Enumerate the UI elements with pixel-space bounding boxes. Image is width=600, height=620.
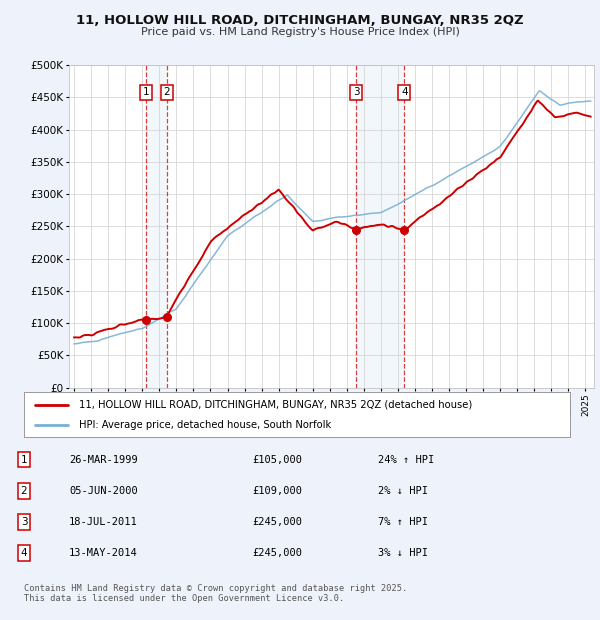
Text: 1: 1	[20, 454, 28, 464]
Bar	[146, 65, 167, 388]
Text: 05-JUN-2000: 05-JUN-2000	[69, 485, 138, 495]
Text: Price paid vs. HM Land Registry's House Price Index (HPI): Price paid vs. HM Land Registry's House …	[140, 27, 460, 37]
Text: 4: 4	[401, 87, 407, 97]
Text: £245,000: £245,000	[252, 516, 302, 527]
Text: 2: 2	[163, 87, 170, 97]
Text: 3% ↓ HPI: 3% ↓ HPI	[378, 548, 428, 558]
Text: 3: 3	[353, 87, 359, 97]
Text: 3: 3	[20, 516, 28, 527]
Text: 18-JUL-2011: 18-JUL-2011	[69, 516, 138, 527]
Text: 11, HOLLOW HILL ROAD, DITCHINGHAM, BUNGAY, NR35 2QZ: 11, HOLLOW HILL ROAD, DITCHINGHAM, BUNGA…	[76, 14, 524, 27]
Text: 2: 2	[20, 485, 28, 495]
Text: 4: 4	[20, 548, 28, 558]
Text: £105,000: £105,000	[252, 454, 302, 464]
Text: 7% ↑ HPI: 7% ↑ HPI	[378, 516, 428, 527]
Text: Contains HM Land Registry data © Crown copyright and database right 2025.
This d: Contains HM Land Registry data © Crown c…	[24, 584, 407, 603]
Text: 11, HOLLOW HILL ROAD, DITCHINGHAM, BUNGAY, NR35 2QZ (detached house): 11, HOLLOW HILL ROAD, DITCHINGHAM, BUNGA…	[79, 399, 472, 410]
Bar	[356, 65, 404, 388]
Text: £109,000: £109,000	[252, 485, 302, 495]
Text: 1: 1	[143, 87, 149, 97]
Text: HPI: Average price, detached house, South Norfolk: HPI: Average price, detached house, Sout…	[79, 420, 331, 430]
Text: 24% ↑ HPI: 24% ↑ HPI	[378, 454, 434, 464]
Text: £245,000: £245,000	[252, 548, 302, 558]
Text: 13-MAY-2014: 13-MAY-2014	[69, 548, 138, 558]
Text: 2% ↓ HPI: 2% ↓ HPI	[378, 485, 428, 495]
Text: 26-MAR-1999: 26-MAR-1999	[69, 454, 138, 464]
